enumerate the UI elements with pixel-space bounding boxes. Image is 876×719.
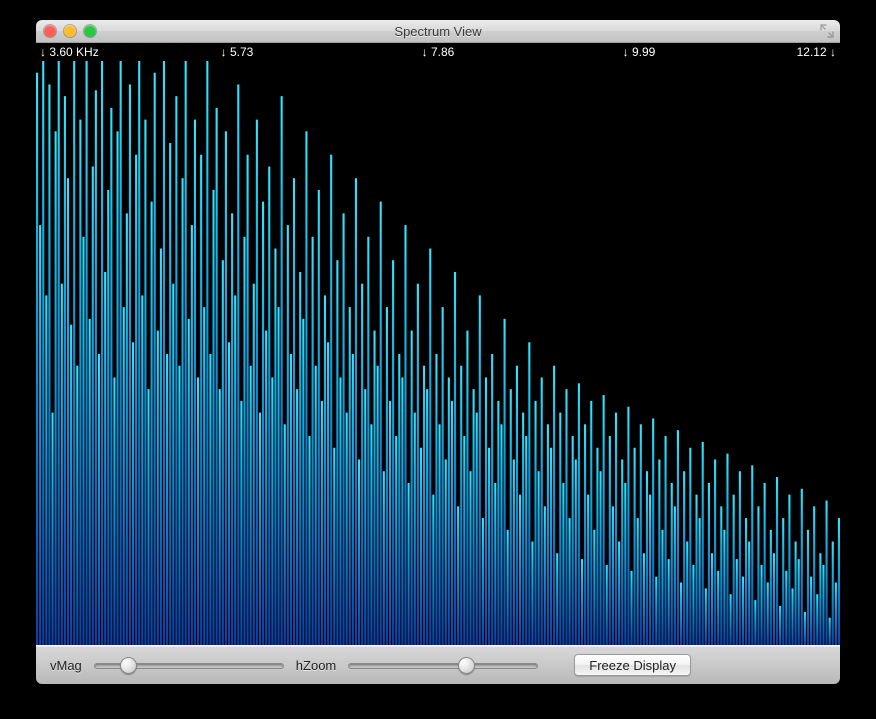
spectrum-display: ↓ 3.60 KHz↓ 5.73↓ 7.86↓ 9.9912.12 ↓: [36, 43, 840, 645]
button-label: Freeze Display: [589, 658, 676, 673]
control-bar: vMag hZoom Freeze Display: [36, 645, 840, 684]
slider-thumb[interactable]: [458, 657, 475, 674]
slider-thumb[interactable]: [120, 657, 137, 674]
vmag-label: vMag: [50, 658, 82, 673]
hzoom-label: hZoom: [296, 658, 336, 673]
spectrum-bars: [36, 43, 840, 645]
vmag-slider[interactable]: [94, 656, 284, 674]
fullscreen-icon[interactable]: [820, 24, 834, 38]
titlebar[interactable]: Spectrum View: [36, 20, 840, 43]
zoom-icon[interactable]: [84, 25, 96, 37]
window-title: Spectrum View: [36, 24, 840, 39]
spectrum-window: Spectrum View ↓ 3.60 KHz↓ 5.73↓ 7.86↓ 9.…: [36, 20, 840, 684]
close-icon[interactable]: [44, 25, 56, 37]
hzoom-slider[interactable]: [348, 656, 538, 674]
slider-track: [348, 663, 538, 669]
traffic-lights: [44, 25, 96, 37]
desktop: Spectrum View ↓ 3.60 KHz↓ 5.73↓ 7.86↓ 9.…: [0, 0, 876, 719]
minimize-icon[interactable]: [64, 25, 76, 37]
freeze-display-button[interactable]: Freeze Display: [574, 654, 691, 676]
